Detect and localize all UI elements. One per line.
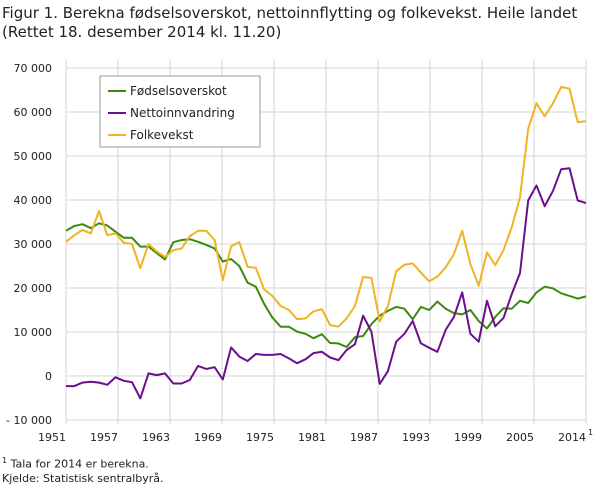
x-tick-label: 1957 [90,431,118,444]
y-tick-label: 70 000 [14,62,53,75]
x-tick-label: 1999 [454,431,482,444]
y-tick-label: 30 000 [14,238,53,251]
x-tick-label: 2014 [558,431,586,444]
legend-box [99,75,261,148]
legend-label: Nettoinnvandring [130,106,235,120]
x-tick-label: 1951 [38,431,66,444]
legend: Fødselsoverskot Nettoinnvandring Folkeveks… [99,75,261,148]
series-line-fødselsoverskot [65,222,587,348]
y-tick-label: 60 000 [14,106,53,119]
x-tick-label: 1993 [402,431,430,444]
y-tick-label: 0 [45,370,52,383]
chart-title: Figur 1. Berekna fødselsoverskot, nettoi… [2,4,578,41]
x-tick-label: 1963 [142,431,170,444]
x-tick-label: 1987 [350,431,378,444]
source-note: Kjelde: Statistisk sentralbyrå. [2,472,164,485]
x-tick-label: 1969 [194,431,222,444]
footnote-marker: 1 [2,456,8,465]
x-tick-label: 1981 [298,431,326,444]
x-tick-label: 2005 [506,431,534,444]
y-tick-label: - 10 000 [6,414,52,427]
legend-label: Fødselsoverskot [130,84,227,98]
footnote: 1 Tala for 2014 er berekna. [2,456,149,471]
series-line-nettoinnvandring [66,167,587,400]
footnote-text: Tala for 2014 er berekna. [10,457,149,471]
x-tick-footnote-marker: 1 [588,428,593,437]
y-tick-label: 10 000 [14,326,53,339]
series-line-folkevekst [65,85,587,328]
y-tick-label: 40 000 [14,194,53,207]
y-tick-label: 20 000 [14,282,53,295]
legend-label: Folkevekst [130,128,194,142]
x-tick-label: 1975 [246,431,274,444]
y-tick-label: 50 000 [14,150,53,163]
